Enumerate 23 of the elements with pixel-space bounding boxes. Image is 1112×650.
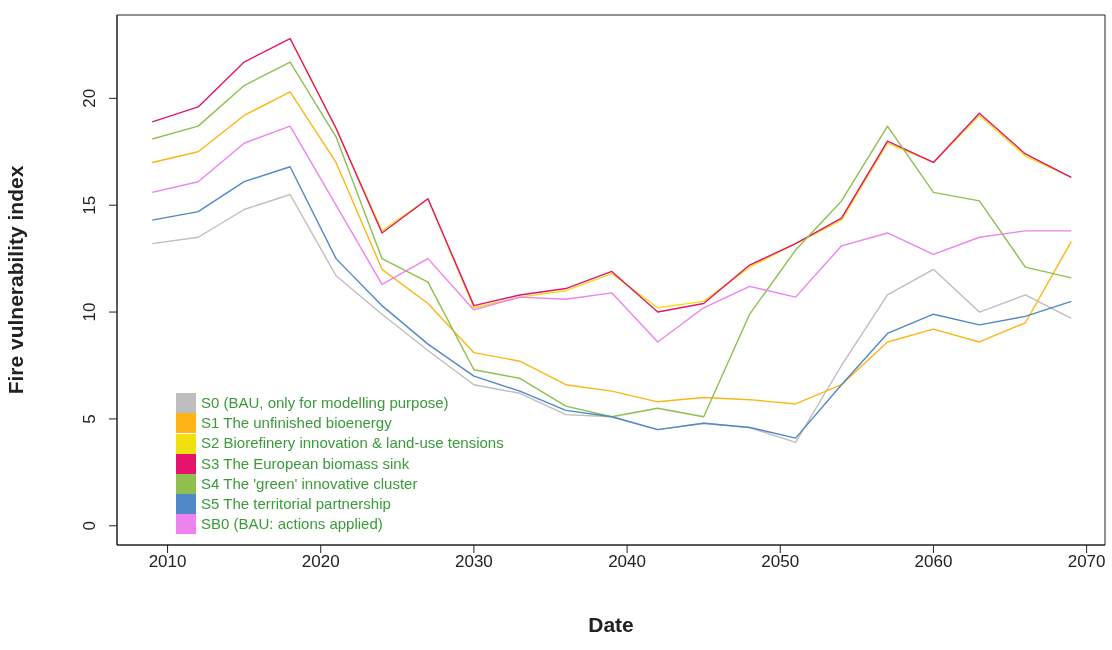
x-axis-title: Date bbox=[588, 613, 634, 636]
x-tick-label: 2050 bbox=[761, 552, 800, 572]
legend-label: SB0 (BAU: actions applied) bbox=[201, 514, 383, 535]
x-tick-label: 2060 bbox=[914, 552, 953, 572]
line-series bbox=[151, 125, 1072, 343]
y-tick-label: 10 bbox=[80, 302, 99, 322]
legend-label: S2 Biorefinery innovation & land-use tensions bbox=[201, 433, 504, 454]
y-tick-label: 0 bbox=[80, 521, 99, 531]
y-axis-title: Fire vulnerability index bbox=[4, 165, 28, 395]
x-tick-label: 2040 bbox=[608, 552, 646, 572]
legend-label: S3 The European biomass sink bbox=[201, 453, 410, 474]
line-series bbox=[151, 37, 1072, 313]
x-tick-label: 2010 bbox=[148, 552, 187, 572]
legend-label: S0 (BAU, only for modelling purpose) bbox=[201, 393, 449, 413]
y-tick-label: 5 bbox=[80, 414, 99, 424]
x-tick-label: 2030 bbox=[454, 552, 493, 572]
y-tick-label: 20 bbox=[80, 88, 99, 108]
y-tick-label: 15 bbox=[80, 195, 99, 215]
x-tick-label: 2070 bbox=[1067, 552, 1106, 572]
x-tick-label: 2020 bbox=[301, 552, 340, 572]
legend-label: S5 The territorial partnership bbox=[201, 494, 391, 514]
legend-label: S4 The 'green' innovative cluster bbox=[201, 473, 418, 494]
legend-label: S1 The unfinished bioenergy bbox=[201, 413, 392, 434]
